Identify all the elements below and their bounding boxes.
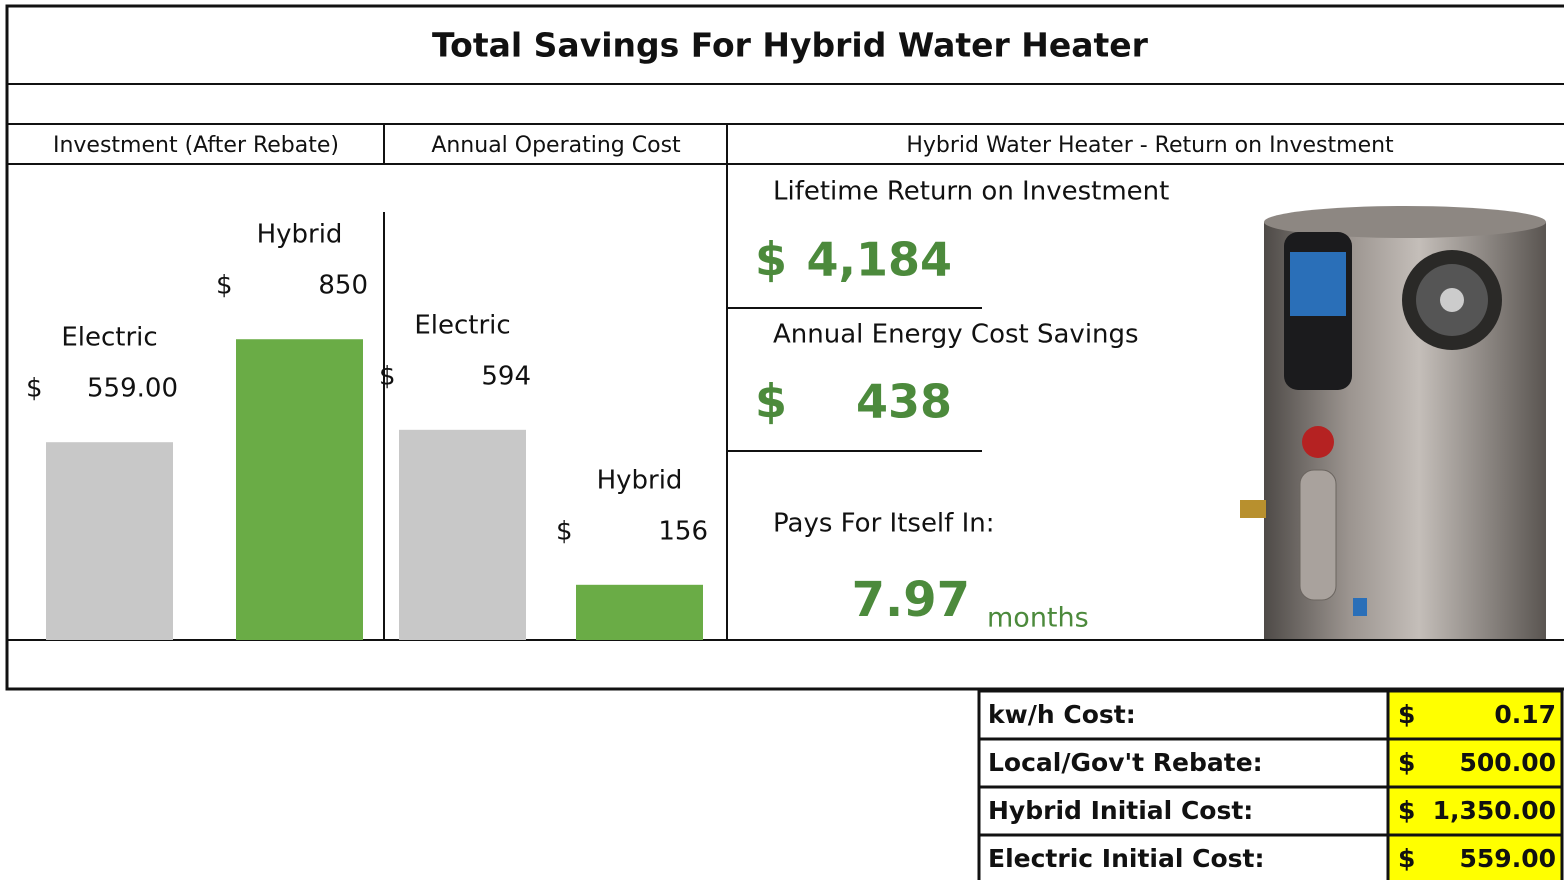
input-currency: $ <box>1398 844 1415 873</box>
value-label: 850 <box>318 271 368 301</box>
category-label: Hybrid <box>257 220 343 250</box>
payback-label: Pays For Itself In: <box>773 509 994 539</box>
panel-title: Hybrid Water Heater - Return on Investme… <box>906 133 1394 158</box>
lifetime-label: Lifetime Return on Investment <box>773 177 1169 207</box>
input-currency: $ <box>1398 796 1415 825</box>
bar <box>46 442 173 640</box>
input-label: kw/h Cost: <box>988 700 1136 729</box>
bar <box>576 585 703 640</box>
payback-unit: months <box>987 603 1089 634</box>
input-currency: $ <box>1398 700 1415 729</box>
category-label: Electric <box>61 323 157 353</box>
lifetime-value: 4,184 <box>806 233 952 287</box>
dashboard: Total Savings For Hybrid Water Heater In… <box>0 0 1564 880</box>
bar <box>399 430 526 640</box>
input-value: 1,350.00 <box>1433 796 1556 825</box>
panel-title: Annual Operating Cost <box>431 133 681 158</box>
currency: $ <box>755 233 787 287</box>
title: Total Savings For Hybrid Water Heater <box>432 26 1149 65</box>
value-label: 156 <box>658 516 708 546</box>
input-value: 559.00 <box>1460 844 1556 873</box>
currency: $ <box>379 361 396 391</box>
input-currency: $ <box>1398 748 1415 777</box>
panel-title: Investment (After Rebate) <box>53 133 339 158</box>
input-label: Local/Gov't Rebate: <box>988 748 1263 777</box>
input-value: 500.00 <box>1460 748 1556 777</box>
category-label: Hybrid <box>597 465 683 495</box>
value-label: 594 <box>481 361 531 391</box>
currency: $ <box>26 374 43 404</box>
annual-value: 438 <box>856 375 952 429</box>
bar <box>236 339 363 640</box>
annual-label: Annual Energy Cost Savings <box>773 320 1139 350</box>
input-value: 0.17 <box>1494 700 1556 729</box>
value-label: 559.00 <box>87 374 178 404</box>
currency: $ <box>556 516 573 546</box>
currency: $ <box>755 375 787 429</box>
input-label: Hybrid Initial Cost: <box>988 796 1253 825</box>
payback-value: 7.97 <box>852 572 970 628</box>
currency: $ <box>216 271 233 301</box>
category-label: Electric <box>414 310 510 340</box>
input-label: Electric Initial Cost: <box>988 844 1264 873</box>
water-heater-image <box>1240 206 1546 640</box>
